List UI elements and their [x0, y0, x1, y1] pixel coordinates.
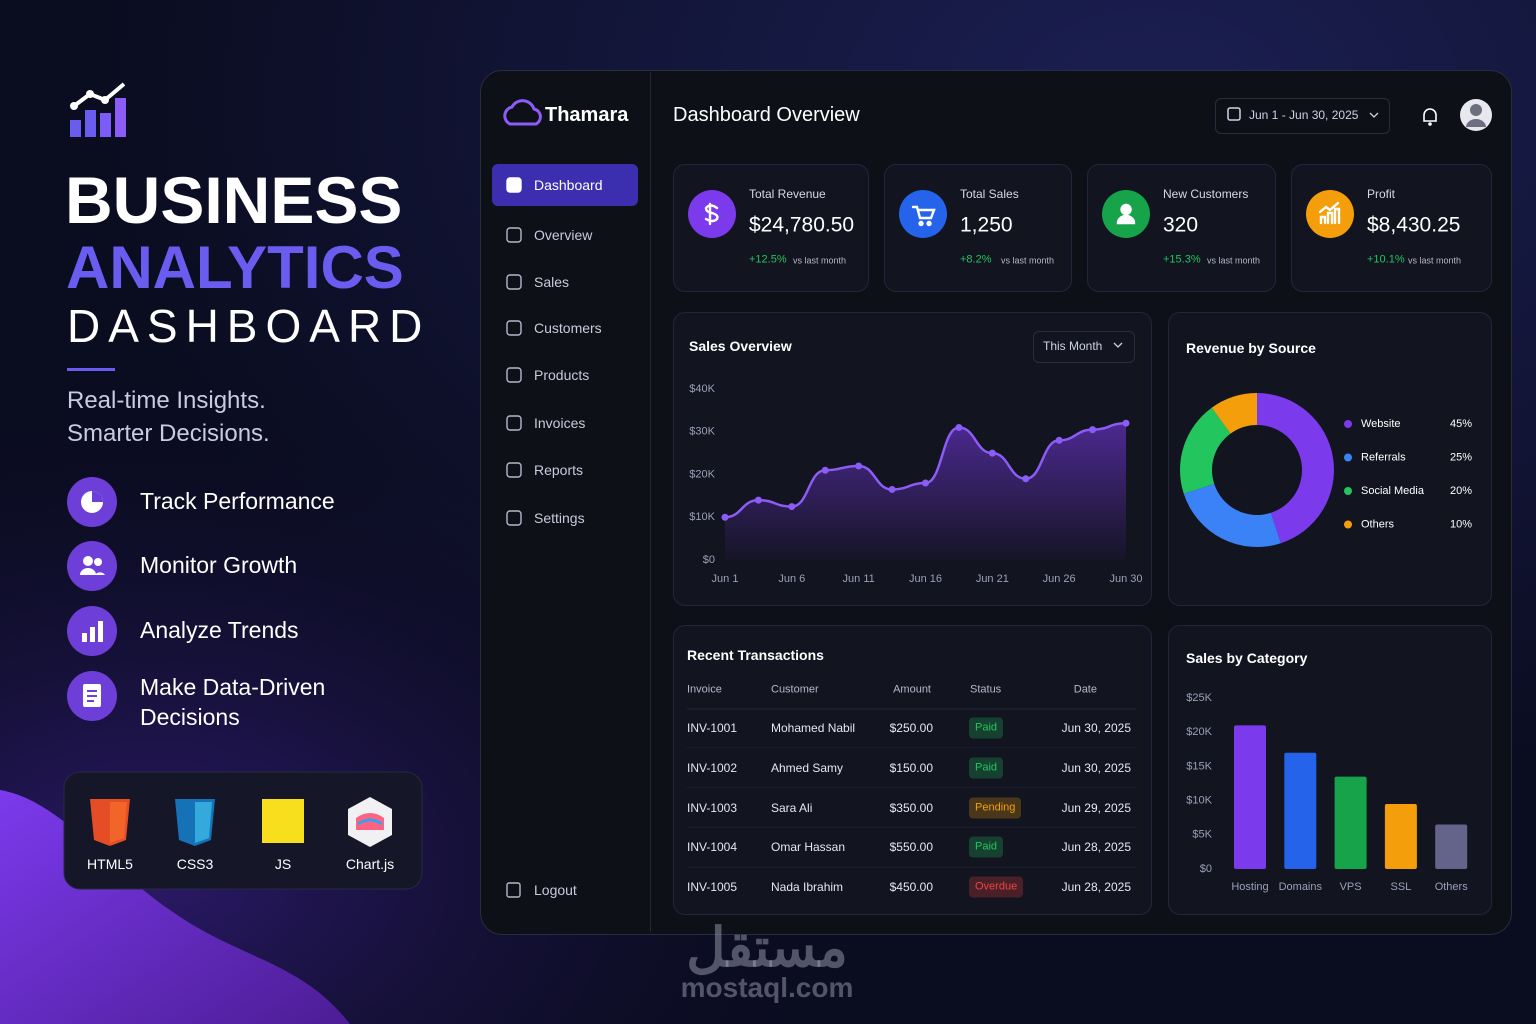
table-cell: Mohamed Nabil	[771, 721, 856, 735]
table-cell: INV-1001	[687, 721, 738, 735]
status-badge: Paid	[969, 836, 1004, 858]
tech-label: CSS3	[176, 856, 214, 872]
watermark-arabic: مستقل	[686, 918, 848, 978]
table-cell: Jun 29, 2025	[1061, 800, 1131, 815]
feature: Make Data-Driven Decisions	[140, 674, 326, 730]
nav-item[interactable]: Products	[534, 367, 590, 383]
period-filter[interactable]: This Month	[1043, 339, 1103, 353]
table-header: Amount	[893, 683, 931, 696]
stat-change: +15.3%	[1163, 253, 1201, 266]
revenue-source-card	[1168, 312, 1492, 606]
table-cell: Omar Hassan	[771, 840, 846, 855]
stat-value: $24,780.50	[749, 213, 855, 237]
tech-icons	[90, 797, 392, 847]
feature: Analyze Trends	[140, 617, 299, 644]
nav-item[interactable]: Invoices	[534, 415, 586, 431]
stat-value: 320	[1163, 213, 1199, 237]
table-header: Status	[970, 683, 1002, 696]
chart-title: Sales Overview	[689, 338, 792, 354]
table-cell: $550.00	[889, 840, 933, 855]
tagline: Real-time Insights.	[67, 387, 266, 414]
table-title: Recent Transactions	[687, 647, 824, 663]
stat-label: Profit	[1367, 187, 1396, 201]
nav-item[interactable]: Settings	[534, 510, 585, 526]
nav-item[interactable]: Overview	[534, 227, 593, 243]
table-cell: Ahmed Samy	[771, 760, 844, 775]
decor-blob	[0, 790, 350, 1024]
category-card	[1168, 625, 1492, 915]
table-cell: INV-1003	[687, 800, 738, 815]
status-badge: Pending	[969, 797, 1022, 819]
stat-change: +12.5%	[749, 253, 787, 266]
table-cell: Nada Ibrahim	[771, 880, 844, 895]
logo-icon	[70, 82, 126, 137]
nav-item[interactable]: Dashboard	[534, 177, 603, 193]
table-cell: Jun 30, 2025	[1061, 721, 1131, 735]
stat-change: +10.1%	[1367, 253, 1405, 266]
stat-label: Total Revenue	[749, 187, 826, 201]
table-cell: Jun 30, 2025	[1061, 760, 1131, 775]
tagline: Smarter Decisions.	[67, 420, 270, 447]
stat-note: vs last month	[1207, 255, 1261, 266]
transactions-card	[673, 625, 1152, 915]
sidebar-divider	[650, 72, 651, 932]
stat-label: Total Sales	[960, 187, 1019, 201]
tech-label: HTML5	[87, 856, 133, 872]
nav-item[interactable]: Sales	[534, 274, 570, 290]
status-badge: Paid	[969, 717, 1004, 739]
table-header: Invoice	[687, 683, 722, 696]
status-badge: Overdue	[969, 876, 1024, 898]
feature-icons	[67, 477, 117, 721]
table-cell: Sara Ali	[771, 800, 813, 815]
stat-note: vs last month	[1408, 255, 1462, 266]
stat-note: vs last month	[1001, 255, 1055, 266]
title-business: BUSINESS	[65, 163, 403, 237]
brand: Thamara	[545, 104, 629, 126]
table-cell: $350.00	[889, 800, 933, 815]
logout[interactable]: Logout	[534, 882, 577, 898]
watermark-latin: mostaql.com	[680, 972, 854, 1003]
table-cell: $450.00	[889, 880, 933, 895]
feature: Track Performance	[140, 488, 335, 515]
stat-label: New Customers	[1163, 187, 1249, 201]
title-analytics: ANALYTICS	[66, 234, 404, 301]
stat-change: +8.2%	[960, 253, 992, 266]
feature: Monitor Growth	[140, 552, 298, 579]
table-cell: Jun 28, 2025	[1061, 840, 1131, 855]
tech-label: JS	[274, 856, 292, 872]
table-cell: INV-1005	[687, 880, 738, 895]
tech-label: Chart.js	[345, 856, 395, 872]
table-cell: $250.00	[889, 721, 933, 735]
nav-item[interactable]: Customers	[534, 320, 602, 336]
table-header: Customer	[771, 683, 819, 696]
table-cell: Jun 28, 2025	[1061, 880, 1131, 895]
table-cell: INV-1004	[687, 840, 738, 855]
stat-note: vs last month	[793, 255, 847, 266]
status-badge: Paid	[969, 757, 1004, 779]
stat-value: $8,430.25	[1367, 213, 1461, 237]
title-dashboard: DASHBOARD	[67, 300, 431, 352]
nav-item[interactable]: Reports	[534, 462, 584, 478]
table-header: Date	[1073, 683, 1097, 696]
divider	[67, 368, 115, 371]
chart-title: Revenue by Source	[1186, 340, 1316, 356]
date-range[interactable]: Jun 1 - Jun 30, 2025	[1249, 108, 1359, 122]
chart-title: Sales by Category	[1186, 650, 1308, 666]
stat-value: 1,250	[960, 213, 1013, 237]
period-select[interactable]	[1033, 331, 1135, 363]
page-title: Dashboard Overview	[673, 104, 860, 126]
table-cell: INV-1002	[687, 760, 738, 775]
table-cell: $150.00	[889, 760, 933, 775]
date-picker[interactable]	[1215, 98, 1390, 134]
